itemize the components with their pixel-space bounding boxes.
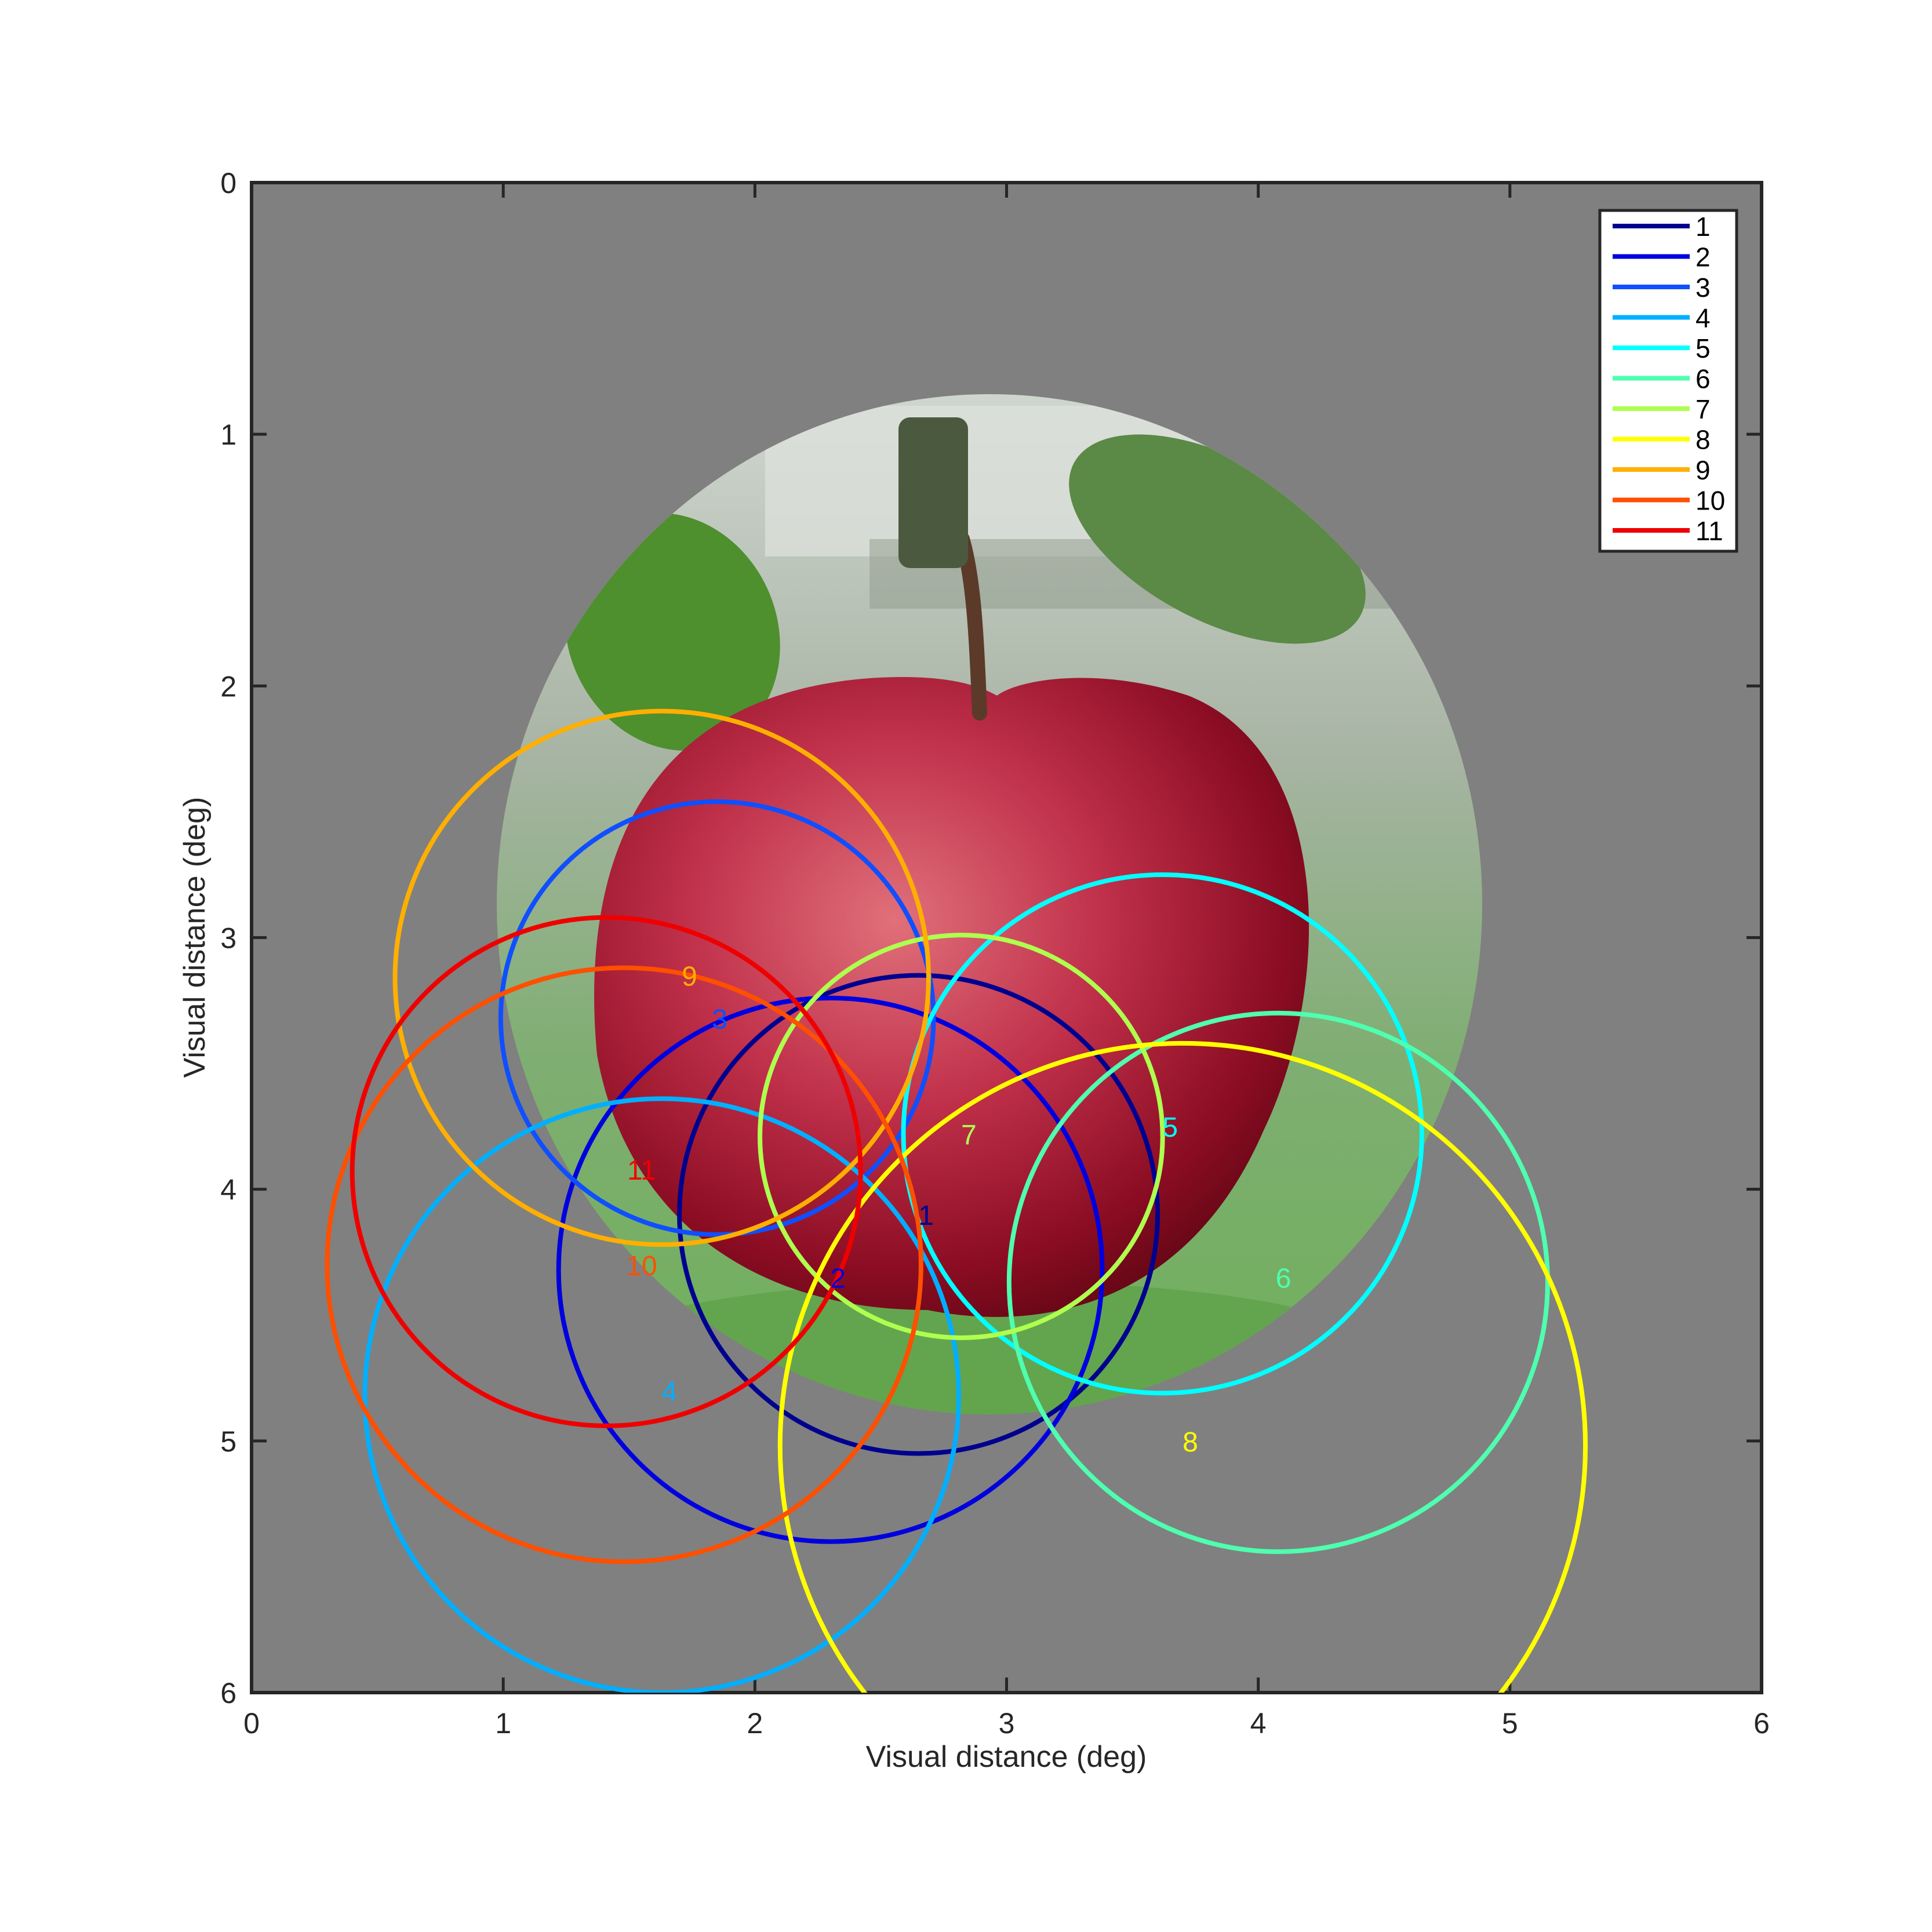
circle-8 (777, 1041, 1588, 1693)
x-tick-label: 5 (1502, 1707, 1518, 1740)
circle-3 (498, 799, 936, 1237)
x-tick-label: 6 (1753, 1707, 1770, 1740)
circle-label-1: 1 (918, 1200, 934, 1231)
circle-6 (1006, 1010, 1550, 1554)
legend-label-5: 5 (1695, 333, 1711, 363)
circle-2 (556, 995, 1105, 1544)
x-tick-label: 0 (243, 1707, 260, 1740)
receptive-field-circles (325, 708, 1588, 1693)
circle-11 (350, 915, 863, 1428)
y-tick-label: 0 (220, 167, 237, 199)
circle-4 (362, 1096, 961, 1693)
circle-5 (901, 872, 1424, 1396)
circle-label-8: 8 (1183, 1427, 1198, 1458)
circle-9 (392, 708, 931, 1247)
circle-1 (677, 973, 1160, 1456)
legend-label-7: 7 (1695, 394, 1711, 424)
legend-label-11: 11 (1695, 516, 1723, 546)
y-tick-label: 5 (220, 1425, 237, 1458)
x-axis-label: Visual distance (deg) (866, 1740, 1147, 1774)
legend-label-9: 9 (1695, 455, 1711, 485)
legend-box (1598, 209, 1738, 553)
legend-label-3: 3 (1695, 272, 1711, 303)
circle-label-4: 4 (661, 1377, 677, 1407)
y-axis-label: Visual distance (deg) (178, 797, 212, 1078)
circle-label-5: 5 (1162, 1112, 1178, 1143)
x-tick-label: 4 (1250, 1707, 1267, 1740)
x-tick-label: 3 (999, 1707, 1015, 1740)
legend-label-2: 2 (1695, 242, 1711, 272)
circle-10 (325, 965, 923, 1564)
y-tick-label: 2 (220, 670, 237, 703)
circle-label-9: 9 (682, 962, 697, 992)
legend-label-1: 1 (1695, 212, 1711, 242)
y-tick-label: 6 (220, 1677, 237, 1709)
circle-label-7: 7 (961, 1120, 977, 1151)
y-tick-label: 3 (220, 922, 237, 955)
x-tick-label: 1 (495, 1707, 511, 1740)
circle-7 (758, 933, 1165, 1340)
legend-label-8: 8 (1695, 425, 1711, 455)
legend-label-10: 10 (1695, 486, 1725, 516)
circle-labels: 1 2 3 4 5 6 7 8 9 10 11 (626, 962, 1291, 1458)
circle-label-10: 10 (626, 1251, 657, 1282)
circle-label-6: 6 (1276, 1264, 1291, 1294)
circle-label-11: 11 (627, 1155, 656, 1186)
x-tick-label: 2 (747, 1707, 763, 1740)
legend-label-6: 6 (1695, 364, 1711, 394)
y-tick-label: 1 (220, 419, 237, 451)
y-tick-label: 4 (220, 1174, 237, 1206)
circle-label-3: 3 (712, 1004, 727, 1035)
legend-label-4: 4 (1695, 303, 1711, 333)
circle-label-2: 2 (830, 1264, 846, 1294)
